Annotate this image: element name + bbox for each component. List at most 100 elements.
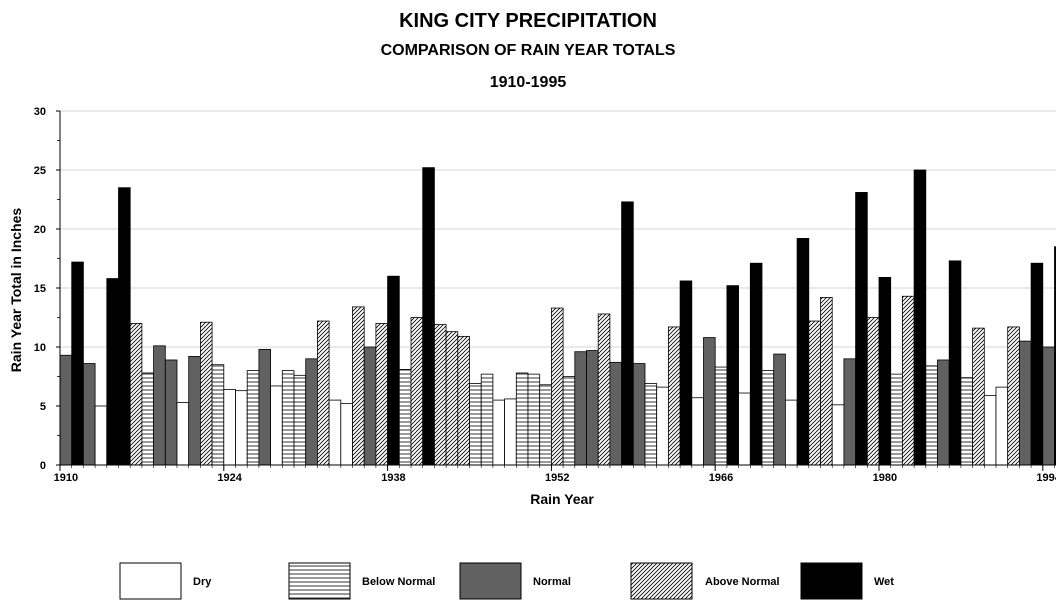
- bar-1993: [1030, 262, 1044, 466]
- bar-1990: [995, 386, 1009, 466]
- legend-swatch-normal: [459, 562, 522, 600]
- x-tick-label: 1910: [54, 472, 78, 484]
- bar-1930: [293, 374, 307, 466]
- bar-1969: [749, 262, 763, 466]
- bar-1925: [235, 390, 248, 466]
- bar-1914: [106, 278, 119, 466]
- bar-1966: [714, 366, 728, 466]
- bar-1954: [574, 351, 587, 466]
- bar-1941: [422, 167, 435, 466]
- bar-1938: [387, 275, 400, 466]
- bar-1981: [890, 373, 903, 466]
- bar-1951: [539, 384, 552, 466]
- bar-1965: [703, 337, 716, 466]
- bar-1967: [726, 285, 740, 466]
- bar-1978: [855, 192, 868, 466]
- bar-1926: [246, 370, 260, 466]
- bar-1972: [785, 399, 798, 466]
- x-tick-label: 1952: [545, 472, 569, 484]
- bar-1933: [328, 399, 342, 466]
- y-tick-label: 5: [40, 401, 46, 413]
- bar-1971: [773, 353, 786, 466]
- bar-1943: [445, 331, 459, 466]
- legend-label-wet: Wet: [874, 576, 894, 588]
- y-tick-label: 20: [34, 224, 46, 236]
- bar-1974: [808, 320, 821, 466]
- bar-1968: [738, 392, 751, 466]
- bar-1922: [199, 321, 213, 466]
- bar-1946: [480, 373, 494, 466]
- bar-1961: [656, 386, 669, 466]
- bar-1958: [621, 201, 634, 466]
- bar-1976: [831, 404, 845, 466]
- bar-1931: [305, 358, 318, 466]
- legend-label-dry: Dry: [193, 576, 212, 588]
- bar-1992: [1019, 340, 1032, 466]
- bar-1911: [71, 261, 84, 466]
- bar-1915: [118, 187, 131, 466]
- bar-1928: [270, 385, 283, 466]
- bar-1986: [948, 260, 962, 466]
- legend-label-normal: Normal: [533, 576, 571, 588]
- bar-1950: [527, 373, 541, 466]
- bar-1921: [188, 356, 201, 466]
- x-tick-label: 1938: [381, 472, 405, 484]
- bar-1917: [141, 372, 154, 466]
- bar-1939: [398, 369, 412, 466]
- bar-1919: [164, 359, 178, 466]
- bar-1912: [83, 363, 96, 466]
- bar-1995: [1054, 246, 1056, 466]
- legend-label-below: Below Normal: [362, 576, 435, 588]
- y-axis-title: Rain Year Total in Inches: [8, 208, 24, 373]
- bar-1988: [972, 327, 985, 466]
- bar-1923: [211, 364, 225, 466]
- bar-1973: [796, 238, 810, 466]
- bar-1989: [983, 394, 997, 466]
- x-tick-label: 1966: [709, 472, 733, 484]
- y-tick-label: 15: [34, 283, 46, 295]
- y-tick-label: 25: [34, 165, 46, 177]
- bar-1927: [258, 348, 271, 466]
- bar-1991: [1007, 326, 1020, 466]
- bar-1948: [504, 398, 517, 466]
- bar-1984: [925, 365, 938, 466]
- bar-1985: [937, 359, 950, 466]
- bar-1944: [457, 335, 470, 466]
- bar-1979: [866, 317, 880, 466]
- bar-1955: [586, 350, 599, 466]
- legend-swatch-above: [630, 562, 693, 600]
- bar-1963: [679, 280, 693, 466]
- bar-1924: [223, 389, 236, 466]
- bar-1918: [153, 345, 166, 466]
- bar-1960: [644, 383, 658, 466]
- y-tick-label: 10: [34, 342, 46, 354]
- bar-1934: [340, 403, 353, 466]
- bar-1945: [469, 383, 482, 466]
- bar-1932: [316, 320, 330, 466]
- bar-1942: [433, 324, 447, 466]
- bar-1987: [960, 377, 974, 466]
- bar-1947: [492, 399, 505, 466]
- bar-1983: [913, 169, 927, 466]
- x-tick-label: 1980: [873, 472, 897, 484]
- bar-1929: [281, 370, 295, 466]
- bar-1962: [668, 326, 681, 466]
- bar-1970: [761, 370, 775, 466]
- bar-1977: [843, 358, 857, 466]
- bar-1952: [551, 307, 564, 466]
- bar-1994: [1042, 346, 1055, 466]
- bar-1949: [515, 372, 529, 466]
- bar-1964: [691, 397, 704, 466]
- bar-1916: [129, 322, 143, 466]
- chart-period: 1910-1995: [489, 74, 567, 91]
- bar-1953: [562, 376, 576, 466]
- bar-1980: [878, 276, 892, 466]
- legend-swatch-below: [288, 562, 351, 600]
- axes-group: 0 5 10 15 20 25 30 1910 1924 1938 1952 1966 1980 1994: [34, 106, 1056, 484]
- bar-1940: [410, 317, 424, 466]
- bar-1920: [176, 402, 190, 466]
- x-axis-title: Rain Year: [530, 491, 594, 507]
- chart-title: KING CITY PRECIPITATION: [399, 10, 657, 32]
- bar-1935: [352, 306, 365, 466]
